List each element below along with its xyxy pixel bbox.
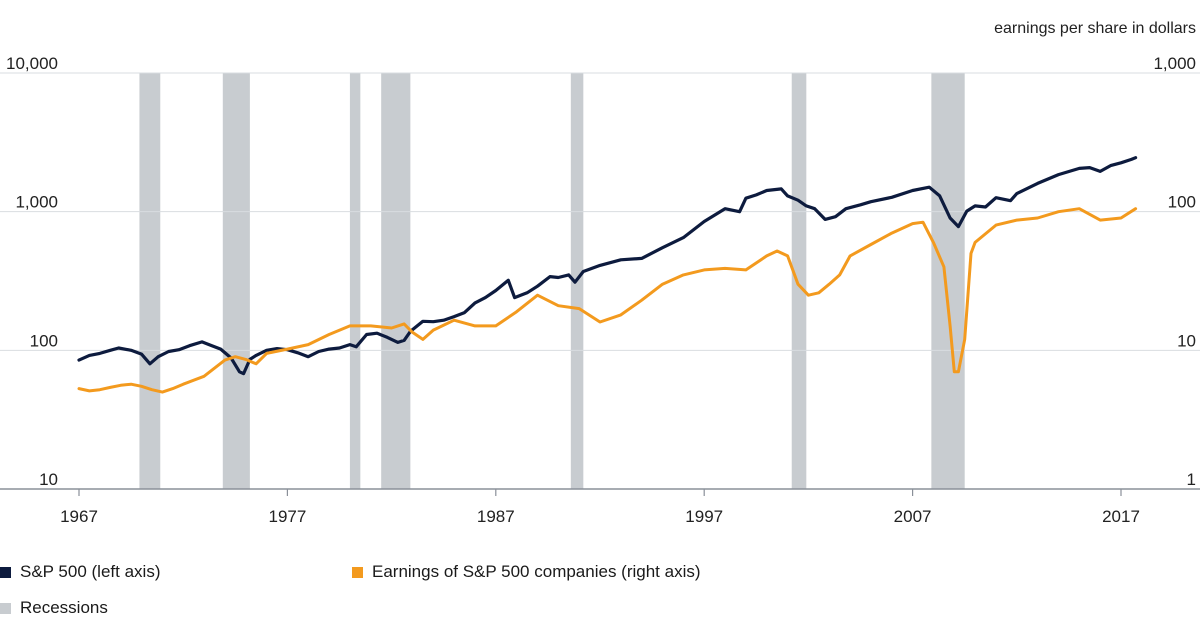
- y-left-tick-label: 10: [39, 470, 58, 489]
- sp500-line: [77, 156, 1138, 376]
- recession-band: [381, 73, 411, 489]
- recession-band: [349, 73, 361, 489]
- y-right-tick-label: 100: [1168, 193, 1196, 212]
- recession-band: [222, 73, 250, 489]
- y-left-tick-label: 100: [30, 331, 58, 350]
- y-right-tick-label: 1,000: [1153, 54, 1196, 73]
- recession-band: [931, 73, 965, 489]
- legend-sp500: S&P 500 (left axis): [0, 562, 160, 582]
- tick-labels: 10,000 1,000 100 10 1,000 100 10 1 1967 1977 1987 1…: [6, 54, 1196, 526]
- y-right-tick-label: 10: [1177, 331, 1196, 350]
- x-tick-label: 1977: [268, 507, 306, 526]
- legend-sp500-label: S&P 500 (left axis): [20, 562, 161, 581]
- legend-earnings-label: Earnings of S&P 500 companies (right axi…: [372, 562, 701, 581]
- x-tick-label: 2007: [894, 507, 932, 526]
- x-tick-label: 1987: [477, 507, 515, 526]
- y-left-tick-label: 10,000: [6, 54, 58, 73]
- recession-band: [139, 73, 161, 489]
- x-tick-label: 2017: [1102, 507, 1140, 526]
- right-axis-unit-label: earnings per share in dollars: [994, 20, 1196, 37]
- x-tick-label: 1997: [685, 507, 723, 526]
- earnings-swatch: [352, 566, 363, 578]
- legend-recessions: Recessions: [0, 598, 108, 618]
- y-right-tick-label: 1: [1187, 470, 1196, 489]
- y-left-tick-label: 1,000: [15, 193, 58, 212]
- sp500-swatch: [0, 566, 11, 578]
- series-lines: [77, 156, 1138, 394]
- earnings-line: [77, 207, 1138, 394]
- x-tick-label: 1967: [60, 507, 98, 526]
- recession-band: [791, 73, 807, 489]
- legend-recessions-label: Recessions: [20, 598, 108, 617]
- legend-earnings: Earnings of S&P 500 companies (right axi…: [352, 562, 701, 582]
- gridlines: [0, 72, 1200, 496]
- recessions-swatch: [0, 602, 11, 614]
- chart: 10,000 1,000 100 10 1,000 100 10 1 1967 1977 1987 1…: [0, 20, 1200, 526]
- recession-bands: [139, 73, 965, 489]
